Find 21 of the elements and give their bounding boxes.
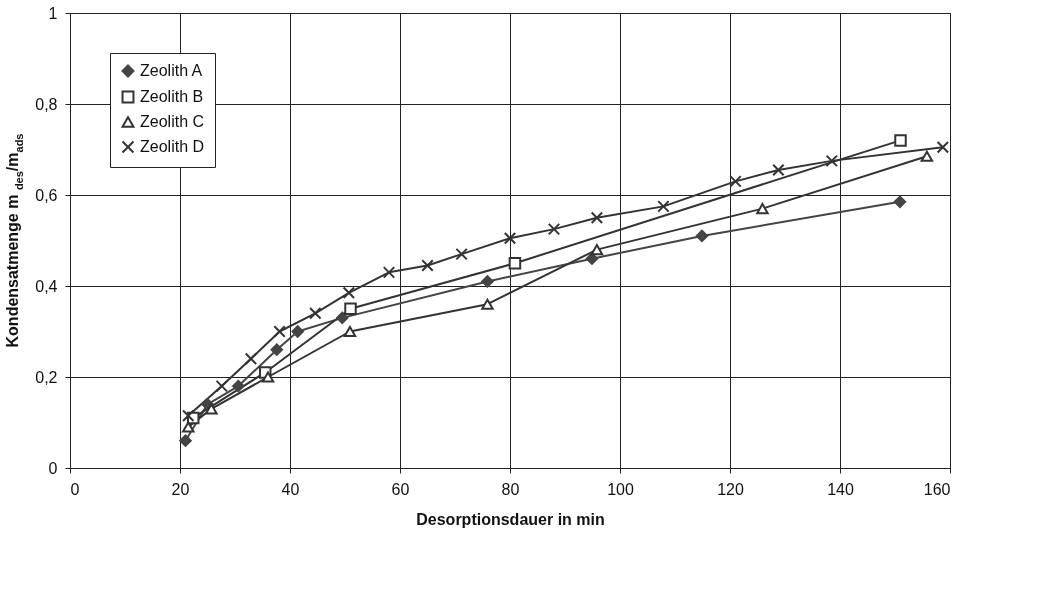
x-tick-label: 100 xyxy=(607,480,634,498)
legend-label: Zeolith A xyxy=(140,62,203,79)
y-tick-label: 0,8 xyxy=(35,95,58,113)
legend-label: Zeolith B xyxy=(140,88,204,105)
y-tick-label: 1 xyxy=(48,4,58,22)
y-tick-label: 0,4 xyxy=(35,277,58,295)
y-tick-label: 0,6 xyxy=(35,186,58,204)
x-tick-label: 0 xyxy=(70,480,80,498)
legend-label: Zeolith C xyxy=(140,113,205,130)
x-axis-title: Desorptionsdauer in min xyxy=(416,510,605,528)
x-tick-label: 80 xyxy=(501,480,520,498)
x-tick-label: 20 xyxy=(171,480,190,498)
y-tick-label: 0,2 xyxy=(35,368,58,386)
x-tick-label: 60 xyxy=(391,480,410,498)
x-tick-label: 40 xyxy=(281,480,300,498)
y-tick-label: 0 xyxy=(48,459,58,477)
y-axis-title: Kondensatmenge mdes/mads xyxy=(4,133,25,348)
x-tick-label: 140 xyxy=(827,480,854,498)
legend-label: Zeolith D xyxy=(140,138,205,155)
x-tick-label: 120 xyxy=(717,480,744,498)
x-tick-label: 160 xyxy=(923,480,951,498)
